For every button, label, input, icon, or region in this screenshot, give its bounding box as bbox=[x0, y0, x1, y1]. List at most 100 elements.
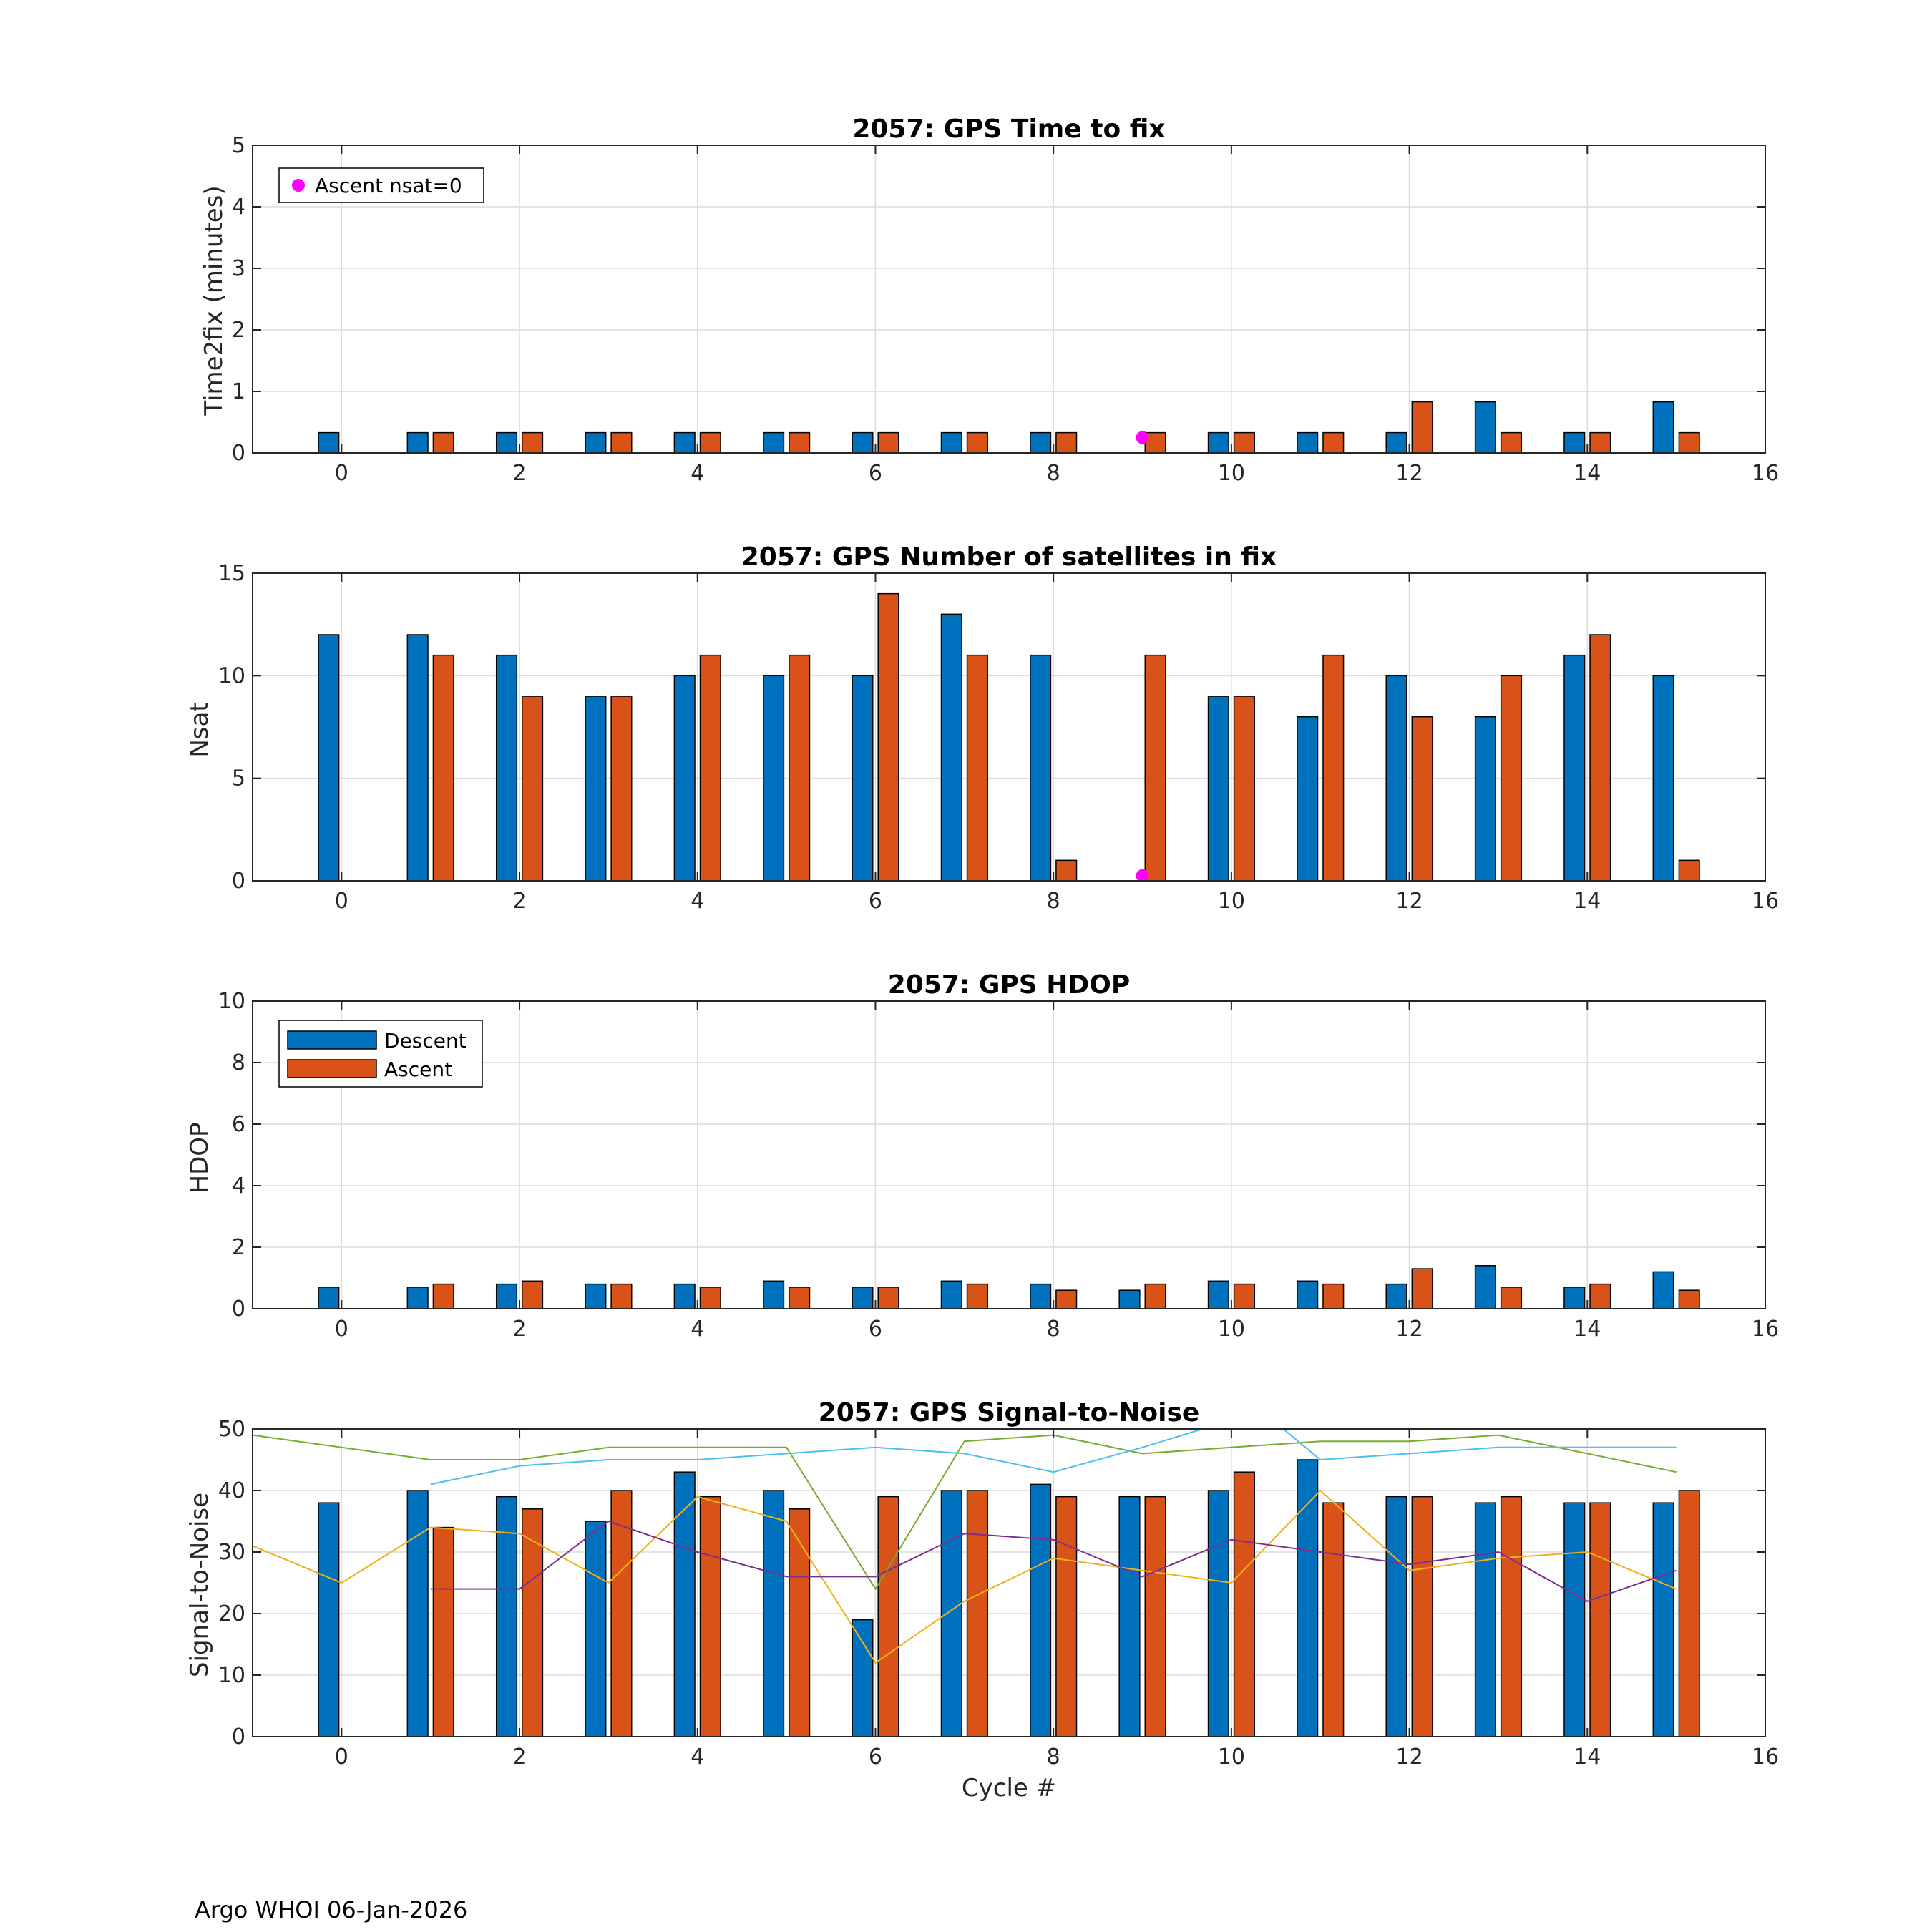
time-to-fix-bar-descent-15 bbox=[1652, 401, 1674, 454]
nsat-bar-ascent-11 bbox=[1322, 654, 1345, 882]
nsat-bar-descent-2 bbox=[495, 654, 518, 882]
snr-bar-ascent-5 bbox=[789, 1508, 811, 1737]
time-to-fix-title: 2057: GPS Time to fix bbox=[852, 114, 1165, 144]
nsat-bar-descent-0 bbox=[318, 634, 340, 882]
time-to-fix-bar-ascent-13 bbox=[1500, 431, 1523, 454]
snr-line-cyan bbox=[430, 1429, 1677, 1485]
snr-title: 2057: GPS Signal-to-Noise bbox=[819, 1398, 1200, 1428]
nsat-bar-ascent-9 bbox=[1144, 654, 1166, 882]
nsat-bar-descent-10 bbox=[1207, 696, 1229, 882]
snr-bar-ascent-2 bbox=[522, 1508, 544, 1737]
time-to-fix-panel: 2057: GPS Time to fix Time2fix (minutes)… bbox=[200, 114, 1779, 486]
time-to-fix-bar-ascent-6 bbox=[877, 431, 899, 454]
snr-bar-ascent-12 bbox=[1411, 1496, 1433, 1737]
hdop-bar-ascent-10 bbox=[1233, 1283, 1255, 1309]
legend-box bbox=[278, 167, 484, 203]
hdop-xtick-label: 2 bbox=[513, 1317, 527, 1342]
time-to-fix-bar-descent-6 bbox=[852, 431, 874, 454]
snr-bar-descent-15 bbox=[1652, 1502, 1674, 1737]
hdop-ytick-label: 8 bbox=[232, 1050, 245, 1075]
hdop-xtick-label: 10 bbox=[1218, 1317, 1245, 1342]
time-to-fix-bar-ascent-8 bbox=[1055, 431, 1078, 454]
nsat-xtick-label: 12 bbox=[1395, 889, 1423, 914]
footer-text: Argo WHOI 06-Jan-2026 bbox=[195, 1896, 467, 1923]
snr-bar-descent-6 bbox=[852, 1619, 874, 1737]
hdop-bar-descent-5 bbox=[763, 1280, 785, 1309]
hdop-bar-descent-11 bbox=[1297, 1280, 1319, 1309]
nsat-xtick-label: 6 bbox=[869, 889, 882, 914]
time-to-fix-bar-descent-5 bbox=[763, 431, 785, 454]
hdop-bar-ascent-7 bbox=[966, 1283, 988, 1309]
nsat-ytick-label: 5 bbox=[232, 766, 245, 791]
time-to-fix-ytick-label: 3 bbox=[232, 256, 245, 281]
time-to-fix-bar-descent-1 bbox=[406, 431, 429, 454]
nsat-bar-ascent-7 bbox=[966, 654, 988, 882]
nsat-bar-ascent-4 bbox=[699, 654, 721, 882]
nsat-plot-area bbox=[253, 573, 1765, 881]
snr-axes-box bbox=[252, 1428, 1766, 1737]
nsat-bar-descent-6 bbox=[852, 675, 874, 882]
hdop-bar-descent-0 bbox=[318, 1287, 340, 1309]
nsat-xtick-label: 14 bbox=[1574, 889, 1601, 914]
hdop-ytick-label: 4 bbox=[232, 1174, 245, 1199]
time-to-fix-bar-descent-12 bbox=[1385, 431, 1407, 454]
nsat-bar-ascent-5 bbox=[789, 654, 811, 882]
hdop-ylabel: HDOP bbox=[185, 1122, 214, 1193]
time-to-fix-xtick-label: 10 bbox=[1218, 461, 1245, 486]
time-to-fix-xtick-label: 16 bbox=[1752, 461, 1779, 486]
time-to-fix-xtick-label: 14 bbox=[1574, 461, 1601, 486]
snr-line-purple bbox=[430, 1520, 1677, 1602]
time-to-fix-xtick-label: 2 bbox=[513, 461, 527, 486]
snr-bar-descent-3 bbox=[585, 1521, 607, 1737]
time-to-fix-marker-ascent-nsat0 bbox=[1136, 431, 1149, 444]
time-to-fix-ylabel: Time2fix (minutes) bbox=[200, 185, 228, 416]
time-to-fix-bar-ascent-2 bbox=[522, 431, 544, 454]
hdop-title: 2057: GPS HDOP bbox=[888, 970, 1131, 1000]
time-to-fix-ytick-label: 1 bbox=[232, 379, 245, 404]
nsat-ytick-label: 10 bbox=[218, 663, 245, 688]
nsat-xtick-label: 4 bbox=[691, 889, 704, 914]
snr-ytick-label: 0 bbox=[232, 1724, 245, 1750]
snr-xtick-label: 8 bbox=[1047, 1745, 1060, 1770]
snr-bar-descent-7 bbox=[940, 1490, 962, 1737]
nsat-bar-descent-12 bbox=[1385, 675, 1407, 882]
snr-bar-descent-10 bbox=[1207, 1490, 1229, 1737]
nsat-bar-ascent-14 bbox=[1589, 634, 1611, 882]
hdop-bar-descent-9 bbox=[1118, 1289, 1141, 1309]
snr-xtick-label: 16 bbox=[1752, 1745, 1779, 1770]
snr-bar-descent-5 bbox=[763, 1490, 785, 1737]
hdop-ytick-label: 6 bbox=[232, 1112, 245, 1137]
hdop-bar-descent-12 bbox=[1385, 1283, 1407, 1309]
nsat-xtick-label: 16 bbox=[1752, 889, 1779, 914]
snr-bar-ascent-14 bbox=[1589, 1502, 1611, 1737]
snr-bar-descent-0 bbox=[318, 1502, 340, 1737]
nsat-bar-descent-4 bbox=[673, 675, 696, 882]
snr-ytick-label: 20 bbox=[218, 1601, 245, 1626]
nsat-ytick-label: 15 bbox=[218, 561, 245, 586]
time-to-fix-bar-ascent-15 bbox=[1678, 431, 1700, 454]
nsat-bar-descent-3 bbox=[585, 696, 607, 882]
hdop-bar-ascent-13 bbox=[1500, 1287, 1523, 1309]
hdop-xtick-label: 4 bbox=[691, 1317, 704, 1342]
snr-line-orange bbox=[253, 1489, 1677, 1664]
time-to-fix-ytick-label: 0 bbox=[232, 441, 245, 466]
nsat-xtick-label: 10 bbox=[1218, 889, 1245, 914]
hdop-xtick-label: 0 bbox=[335, 1317, 348, 1342]
hdop-xtick-label: 8 bbox=[1047, 1317, 1060, 1342]
nsat-bar-ascent-8 bbox=[1055, 859, 1078, 882]
snr-ytick-label: 50 bbox=[218, 1417, 245, 1442]
legend-ascent-nsat0-label: Ascent nsat=0 bbox=[315, 174, 462, 197]
hdop-bar-descent-7 bbox=[940, 1280, 962, 1309]
hdop-bar-ascent-4 bbox=[699, 1287, 721, 1309]
hdop-panel: 2057: GPS HDOP HDOP 0 2 4 6 8 10 12 14 16 0 2 4 6 8 10… bbox=[185, 970, 1779, 1342]
snr-xlabel: Cycle # bbox=[962, 1774, 1056, 1802]
nsat-panel: 2057: GPS Number of satellites in fix Ns… bbox=[185, 542, 1779, 914]
hdop-xtick-label: 16 bbox=[1752, 1317, 1779, 1342]
hdop-axes-box bbox=[252, 1000, 1766, 1309]
snr-bar-descent-9 bbox=[1118, 1496, 1141, 1737]
nsat-xtick-label: 2 bbox=[513, 889, 527, 914]
nsat-bar-descent-5 bbox=[763, 675, 785, 882]
legend-descent-swatch bbox=[287, 1030, 377, 1050]
nsat-bar-descent-13 bbox=[1474, 716, 1496, 882]
